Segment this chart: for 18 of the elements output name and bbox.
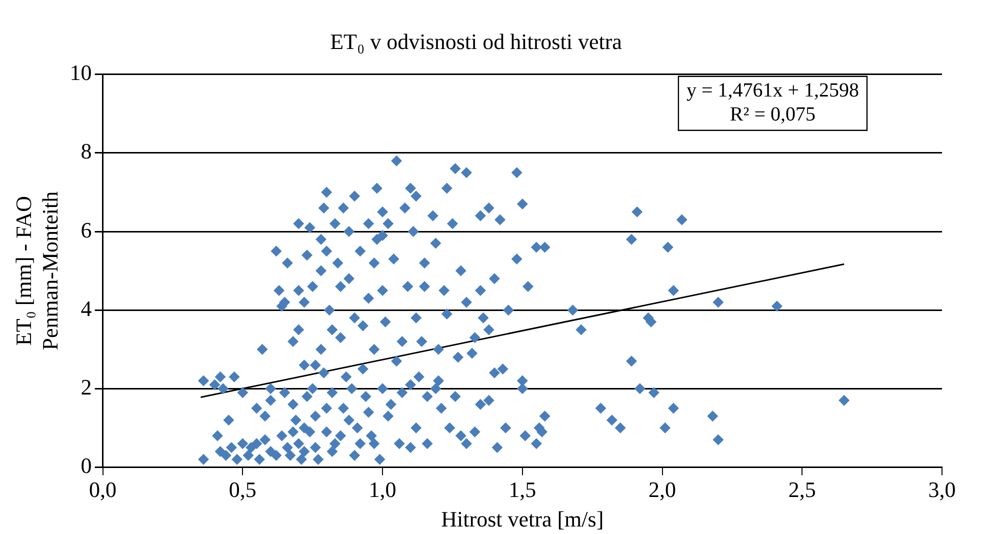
x-tick-label: 3,0: [928, 477, 956, 502]
chart-title: ET₀ v odvisnosti od hitrosti vetra: [330, 28, 622, 54]
y-tick-label: 8: [80, 138, 92, 164]
y-axis-title: ET₀ [mm] - FAO Penman-Monteith: [10, 191, 62, 350]
x-tick-label: 2,5: [788, 477, 816, 502]
x-tick-label: 0,0: [89, 477, 117, 502]
y-tick-label: 6: [80, 217, 92, 242]
y-tick-label: 4: [80, 296, 92, 321]
x-tick-label: 1,0: [368, 477, 396, 502]
x-tick-label: 1,5: [508, 477, 536, 502]
x-tick-label: 0,5: [228, 477, 256, 502]
annotation: R² = 0,075: [730, 104, 816, 126]
y-tick-label: 2: [80, 374, 92, 400]
x-axis-title: Hitrost vetra [m/s]: [441, 506, 604, 532]
annotation: y = 1,4761x + 1,2598: [686, 80, 859, 102]
x-tick-label: 2,0: [648, 477, 676, 502]
y-tick-label: 0: [80, 452, 92, 478]
y-tick-label: 10: [70, 60, 92, 86]
